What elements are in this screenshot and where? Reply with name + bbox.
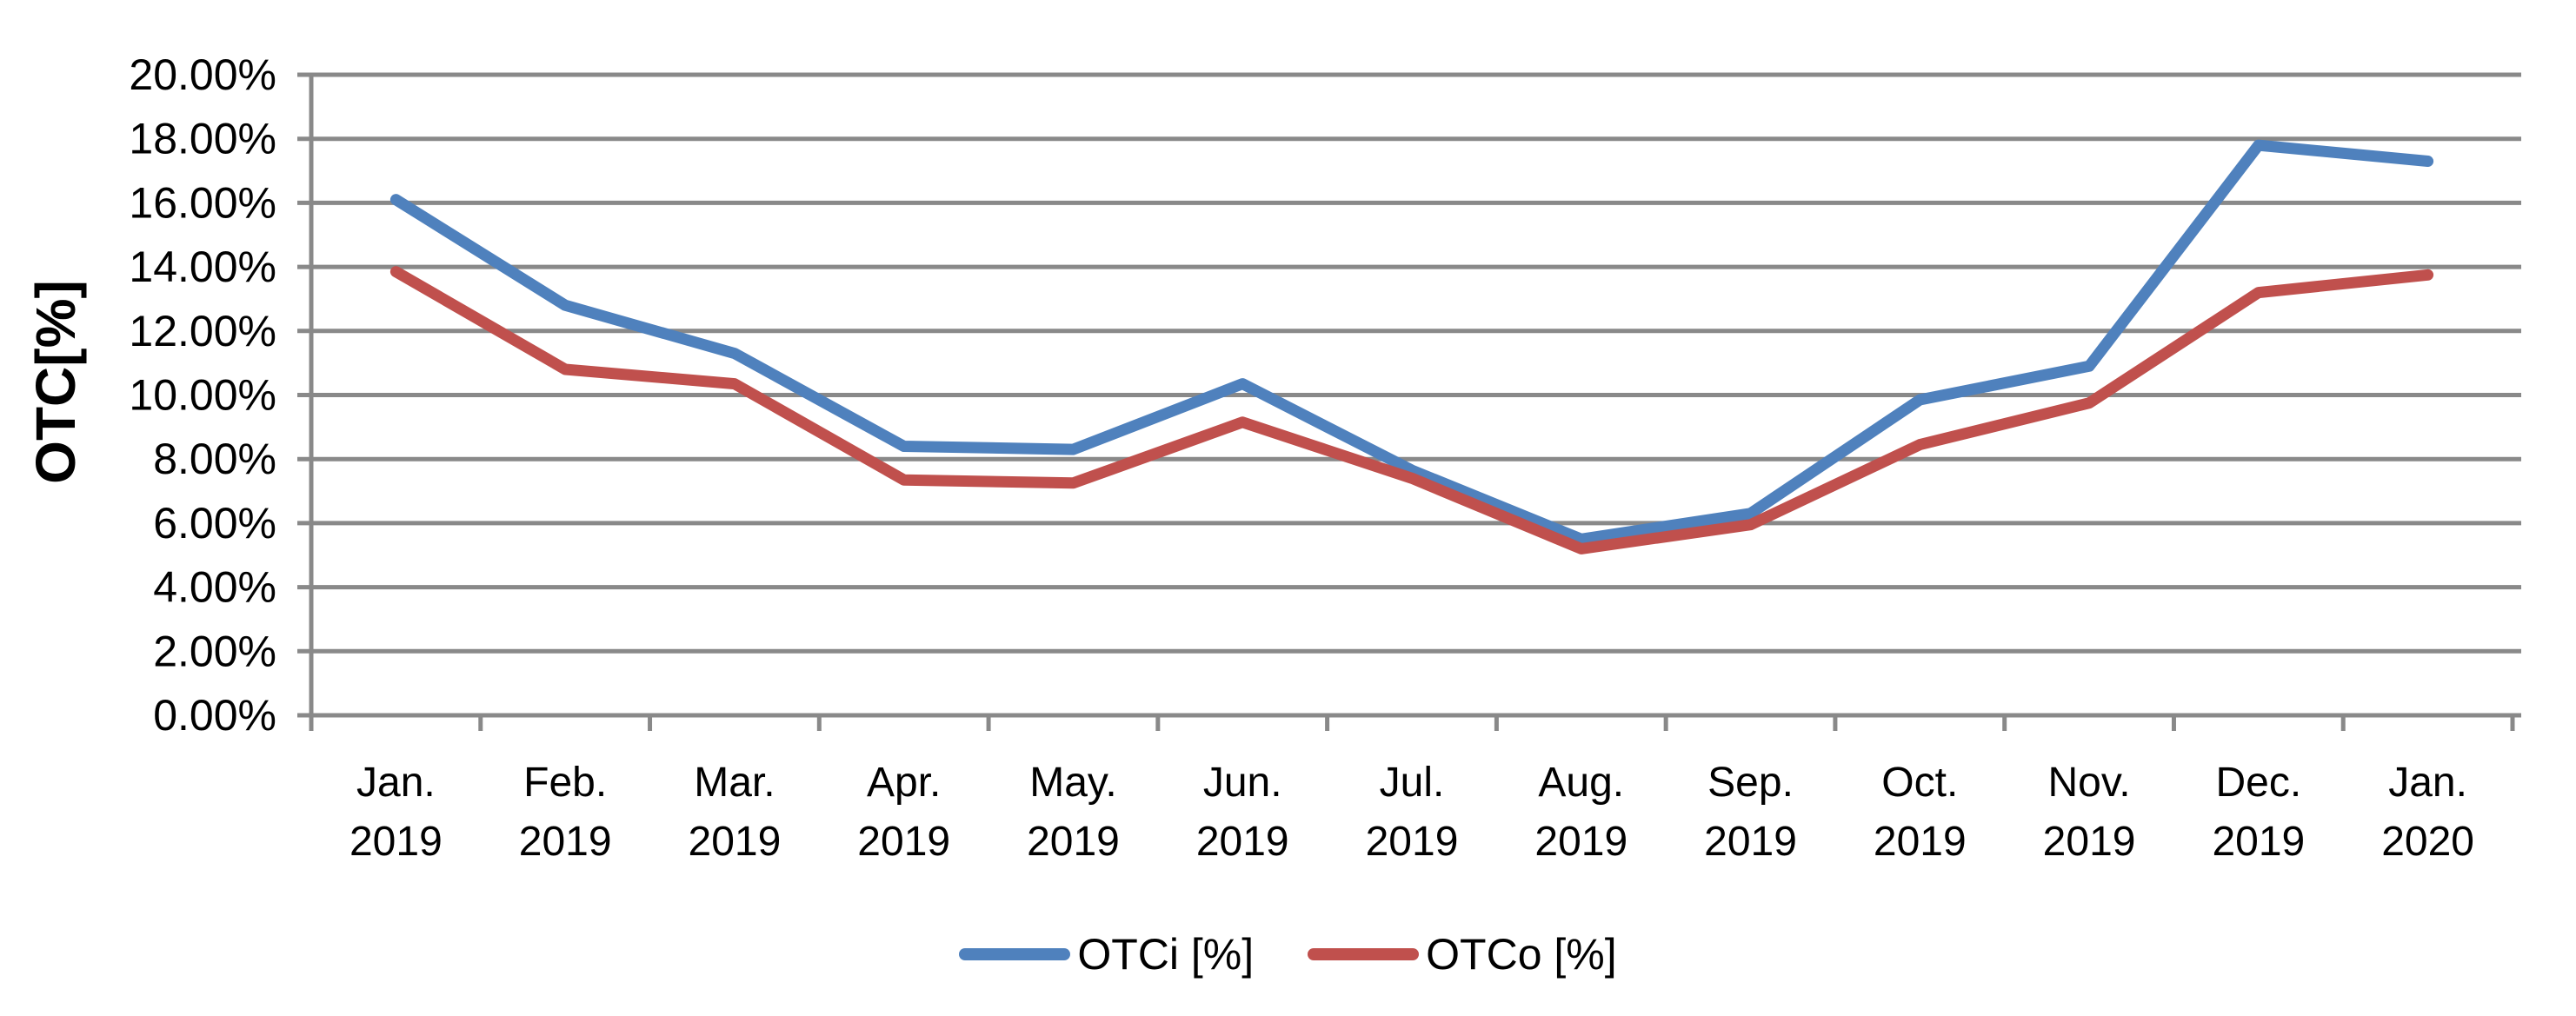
x-axis-label: Jan. 2020: [2381, 760, 2474, 865]
x-axis-label: Aug. 2019: [1534, 760, 1627, 865]
x-axis-label: Sep. 2019: [1704, 760, 1797, 865]
y-axis-tick-label: 6.00%: [153, 499, 276, 548]
x-axis-label: Jul. 2019: [1366, 760, 1459, 865]
y-axis-tick-label: 14.00%: [129, 242, 276, 291]
series-line-otco: [389, 266, 2434, 554]
y-axis-tick-label: 0.00%: [153, 691, 276, 740]
y-axis-tick-label: 16.00%: [129, 178, 276, 227]
y-axis-tick-label: 20.00%: [129, 50, 276, 99]
legend-item-otco: OTCo [%]: [1308, 930, 1617, 979]
x-axis-label: Dec. 2019: [2212, 760, 2305, 865]
legend-label-otci: OTCi [%]: [1077, 930, 1255, 979]
x-axis-label: Jan. 2019: [349, 760, 443, 865]
y-axis-tick-label: 10.00%: [129, 371, 276, 420]
x-axis-label: Mar. 2019: [689, 760, 782, 865]
y-axis-title: OTC[%]: [24, 280, 87, 484]
y-axis-tick-label: 12.00%: [129, 307, 276, 355]
x-axis-label: Feb. 2019: [519, 760, 612, 865]
x-axis-label: Jun. 2019: [1196, 760, 1289, 865]
legend-line-sample-otco: [1308, 948, 1420, 960]
y-axis-tick-label: 18.00%: [129, 115, 276, 163]
legend-line-sample-otci: [959, 948, 1071, 960]
x-axis-label: May. 2019: [1027, 760, 1120, 865]
chart-legend: OTCi [%] OTCo [%]: [0, 920, 2576, 989]
y-axis-tick-label: 4.00%: [153, 563, 276, 612]
y-axis-tick-label: 2.00%: [153, 627, 276, 675]
legend-label-otco: OTCo [%]: [1426, 930, 1617, 979]
legend-item-otci: OTCi [%]: [959, 933, 1254, 976]
x-axis-label: Nov. 2019: [2043, 760, 2136, 865]
y-axis-tick-label: 8.00%: [153, 435, 276, 483]
x-axis-label: Oct. 2019: [1874, 760, 1967, 865]
x-axis-label: Apr. 2019: [857, 760, 950, 865]
series-line-otci: [389, 139, 2434, 545]
